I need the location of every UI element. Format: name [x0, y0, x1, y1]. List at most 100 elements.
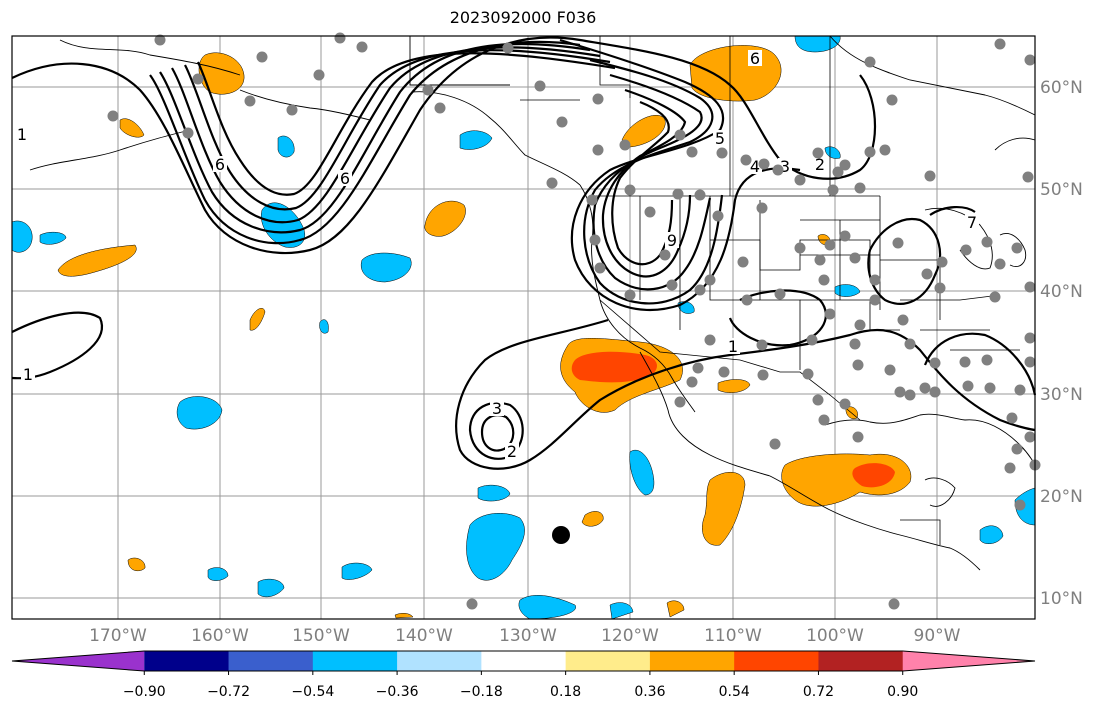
colorbar-segment — [565, 651, 651, 671]
station-marker — [888, 598, 900, 610]
station-marker — [929, 357, 941, 369]
station-marker — [694, 189, 706, 201]
station-marker — [936, 256, 948, 268]
station-marker — [869, 274, 881, 286]
negative-anomaly-area — [319, 319, 329, 334]
station-marker — [422, 84, 434, 96]
station-marker — [814, 254, 826, 266]
station-marker — [534, 80, 546, 92]
strong-positive-anomaly-area — [571, 351, 658, 383]
station-marker — [334, 32, 346, 44]
station-marker — [592, 93, 604, 105]
negative-anomaly-area — [824, 146, 841, 159]
contour-label-background — [748, 158, 762, 174]
station-marker — [192, 73, 204, 85]
latitude-label: 40°N — [1040, 282, 1083, 302]
contour-lines — [11, 36, 1037, 470]
negative-anomaly-area — [257, 578, 285, 598]
map-frame — [11, 35, 1036, 620]
station-marker — [356, 41, 368, 53]
colorbar-tick-label: 0.72 — [803, 684, 834, 700]
negative-anomaly-area — [629, 449, 655, 496]
station-marker — [757, 369, 769, 381]
station-marker — [960, 244, 972, 256]
station-marker — [994, 38, 1006, 50]
station-marker — [624, 184, 636, 196]
station-marker — [794, 242, 806, 254]
station-marker — [854, 319, 866, 331]
contour-label-background — [213, 156, 227, 172]
contour-value-label: 7 — [967, 213, 977, 232]
station-marker — [989, 291, 1001, 303]
station-marker — [672, 188, 684, 200]
positive-anomaly-area — [249, 308, 266, 331]
station-marker — [712, 210, 724, 222]
station-marker — [286, 104, 298, 116]
contour-value-label: 6 — [215, 155, 225, 174]
station-marker — [852, 431, 864, 443]
positive-anomaly-area — [581, 511, 604, 527]
station-marker — [769, 438, 781, 450]
station-marker — [904, 389, 916, 401]
station-marker — [1024, 356, 1036, 368]
contour-label-background — [490, 400, 504, 416]
latitude-label: 10°N — [1040, 589, 1083, 609]
station-marker — [434, 102, 446, 114]
station-marker — [1004, 462, 1016, 474]
station-marker — [824, 308, 836, 320]
station-marker — [256, 51, 268, 63]
station-marker — [756, 202, 768, 214]
colorbar-tick-label: −0.18 — [460, 684, 503, 700]
positive-anomaly-area — [666, 600, 685, 618]
colorbar-tick-label: −0.90 — [123, 684, 166, 700]
station-marker — [758, 158, 770, 170]
station-marker — [981, 354, 993, 366]
station-marker — [1014, 384, 1026, 396]
colorbar-segment — [481, 651, 567, 671]
colorbar-tick-label: 0.90 — [887, 684, 918, 700]
station-marker — [849, 252, 861, 264]
station-marker — [864, 146, 876, 158]
station-marker — [772, 164, 784, 176]
station-marker — [666, 279, 678, 291]
station-marker — [852, 359, 864, 371]
station-marker — [1014, 499, 1026, 511]
anomaly-fills — [11, 35, 1036, 620]
station-marker — [644, 206, 656, 218]
station-marker — [839, 159, 851, 171]
map-layers: 1 1 1 2 2 3 3 4 5 6 6 6 9 7 — [11, 32, 1041, 620]
positive-anomaly-area — [621, 115, 666, 148]
contour-label-background — [713, 130, 727, 146]
negative-anomaly-area — [176, 396, 223, 430]
station-markers — [107, 32, 1041, 610]
station-marker — [624, 289, 636, 301]
contour-label-background — [665, 232, 679, 248]
negative-anomaly-area — [466, 513, 525, 581]
station-marker — [466, 598, 478, 610]
station-marker — [589, 234, 601, 246]
contour-value-label: 5 — [715, 129, 725, 148]
strong-positive-anomaly-area — [852, 463, 895, 488]
station-marker — [774, 288, 786, 300]
colorbar: −0.90 −0.72 −0.54 −0.36 −0.18 0.18 0.36 0.54 0.7… — [11, 650, 1036, 700]
longitude-label: 110°W — [704, 626, 762, 646]
colorbar-segment — [649, 651, 735, 671]
latitude-axis: 60°N 50°N 40°N 30°N 20°N 10°N — [1040, 78, 1083, 609]
longitude-label: 150°W — [292, 626, 350, 646]
station-marker — [674, 129, 686, 141]
negative-anomaly-area — [459, 130, 493, 150]
contour-label-background — [813, 156, 827, 172]
positive-anomaly-area — [198, 52, 245, 95]
colorbar-tick-label: −0.72 — [207, 684, 250, 700]
station-marker — [107, 110, 119, 122]
colorbar-tick-label: 0.18 — [550, 684, 581, 700]
station-marker — [839, 398, 851, 410]
longitude-label: 90°W — [914, 626, 961, 646]
longitude-label: 170°W — [89, 626, 147, 646]
station-marker — [1024, 431, 1036, 443]
contour-value-label: 2 — [507, 442, 517, 461]
longitude-label: 130°W — [499, 626, 557, 646]
station-marker — [741, 294, 753, 306]
latitude-label: 50°N — [1040, 180, 1083, 200]
station-marker — [824, 239, 836, 251]
